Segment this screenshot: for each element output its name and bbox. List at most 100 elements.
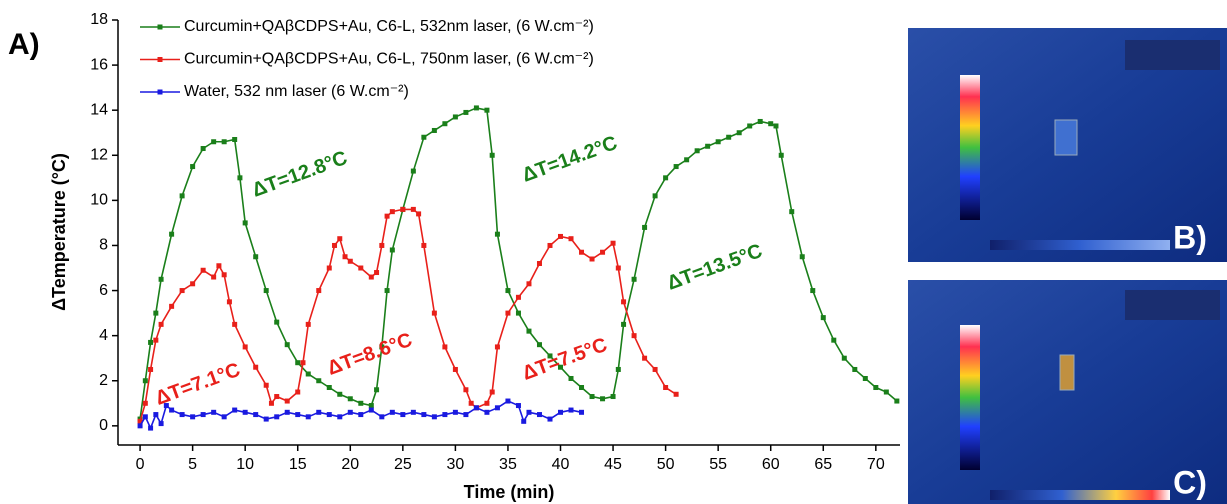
y-tick-label: 6 <box>99 282 108 299</box>
data-point <box>799 254 805 260</box>
x-tick-label: 65 <box>814 456 832 473</box>
data-point <box>337 414 343 420</box>
data-point <box>142 378 148 384</box>
y-tick-label: 10 <box>90 192 108 209</box>
data-point <box>263 288 269 294</box>
data-point <box>778 152 784 158</box>
x-tick-label: 20 <box>341 456 359 473</box>
thermal-image-c <box>908 280 1227 504</box>
data-point <box>274 319 280 325</box>
data-point <box>326 385 332 391</box>
data-point <box>768 121 774 127</box>
data-point <box>726 134 732 140</box>
data-point <box>226 299 232 305</box>
data-point <box>326 412 332 418</box>
data-point <box>300 360 306 366</box>
x-tick-label: 70 <box>867 456 885 473</box>
data-point <box>358 412 364 418</box>
data-point <box>568 407 574 413</box>
data-point <box>242 409 248 415</box>
data-point <box>216 263 222 269</box>
data-point <box>463 412 469 418</box>
data-point <box>200 146 206 152</box>
data-point <box>400 206 406 212</box>
x-axis-label: Time (min) <box>464 482 555 502</box>
data-point <box>384 288 390 294</box>
data-point <box>368 403 374 409</box>
data-point <box>158 276 164 282</box>
data-point <box>148 366 154 372</box>
data-point <box>631 276 637 282</box>
x-tick-label: 0 <box>136 456 145 473</box>
data-point <box>221 272 227 278</box>
y-tick-label: 4 <box>99 327 108 344</box>
data-point <box>153 337 159 343</box>
data-point <box>316 409 322 415</box>
x-tick-label: 5 <box>188 456 197 473</box>
data-point <box>489 152 495 158</box>
data-point <box>831 337 837 343</box>
y-tick-label: 18 <box>90 11 108 28</box>
data-point <box>558 364 564 370</box>
data-point <box>379 344 385 350</box>
data-point <box>268 400 274 406</box>
data-point <box>169 303 175 309</box>
data-point <box>579 409 585 415</box>
data-point <box>757 118 763 124</box>
panel-label: A) <box>8 28 40 61</box>
data-point <box>342 254 348 260</box>
data-point <box>505 310 511 316</box>
data-point <box>589 256 595 262</box>
data-point <box>494 405 500 411</box>
data-point <box>295 412 301 418</box>
data-point <box>284 409 290 415</box>
data-point <box>337 236 343 242</box>
data-point <box>526 328 532 334</box>
data-point <box>347 409 353 415</box>
annotation: ΔT=7.5°C <box>519 334 610 385</box>
data-point <box>589 394 595 400</box>
data-point <box>274 394 280 400</box>
data-point <box>200 412 206 418</box>
data-point <box>431 310 437 316</box>
data-point <box>558 233 564 239</box>
data-point <box>463 387 469 393</box>
y-tick-label: 14 <box>90 101 108 118</box>
data-point <box>253 364 259 370</box>
data-point <box>416 211 422 217</box>
data-point <box>148 425 154 431</box>
data-point <box>579 385 585 391</box>
x-tick-label: 25 <box>394 456 412 473</box>
data-point <box>284 398 290 404</box>
data-point <box>179 412 185 418</box>
data-point <box>389 409 395 415</box>
annotation: ΔT=14.2°C <box>519 132 620 187</box>
x-tick-label: 50 <box>657 456 675 473</box>
data-point <box>494 344 500 350</box>
data-point <box>158 421 164 427</box>
y-axis-label: ΔTemperature (°C) <box>49 153 69 311</box>
data-point <box>274 414 280 420</box>
data-point <box>452 366 458 372</box>
data-point <box>621 321 627 327</box>
data-point <box>379 414 385 420</box>
data-point <box>473 105 479 111</box>
data-point <box>894 398 900 404</box>
data-point <box>547 242 553 248</box>
data-point <box>536 412 542 418</box>
legend-marker <box>157 89 163 95</box>
data-point <box>536 261 542 267</box>
data-point <box>295 389 301 395</box>
x-tick-label: 40 <box>552 456 570 473</box>
data-point <box>521 418 527 424</box>
data-point <box>242 344 248 350</box>
data-point <box>142 414 148 420</box>
data-point <box>515 294 521 300</box>
x-tick-label: 60 <box>762 456 780 473</box>
data-point <box>337 391 343 397</box>
image-label: B) <box>1173 219 1207 255</box>
y-tick-label: 12 <box>90 146 108 163</box>
data-point <box>652 193 658 199</box>
data-point <box>305 371 311 377</box>
